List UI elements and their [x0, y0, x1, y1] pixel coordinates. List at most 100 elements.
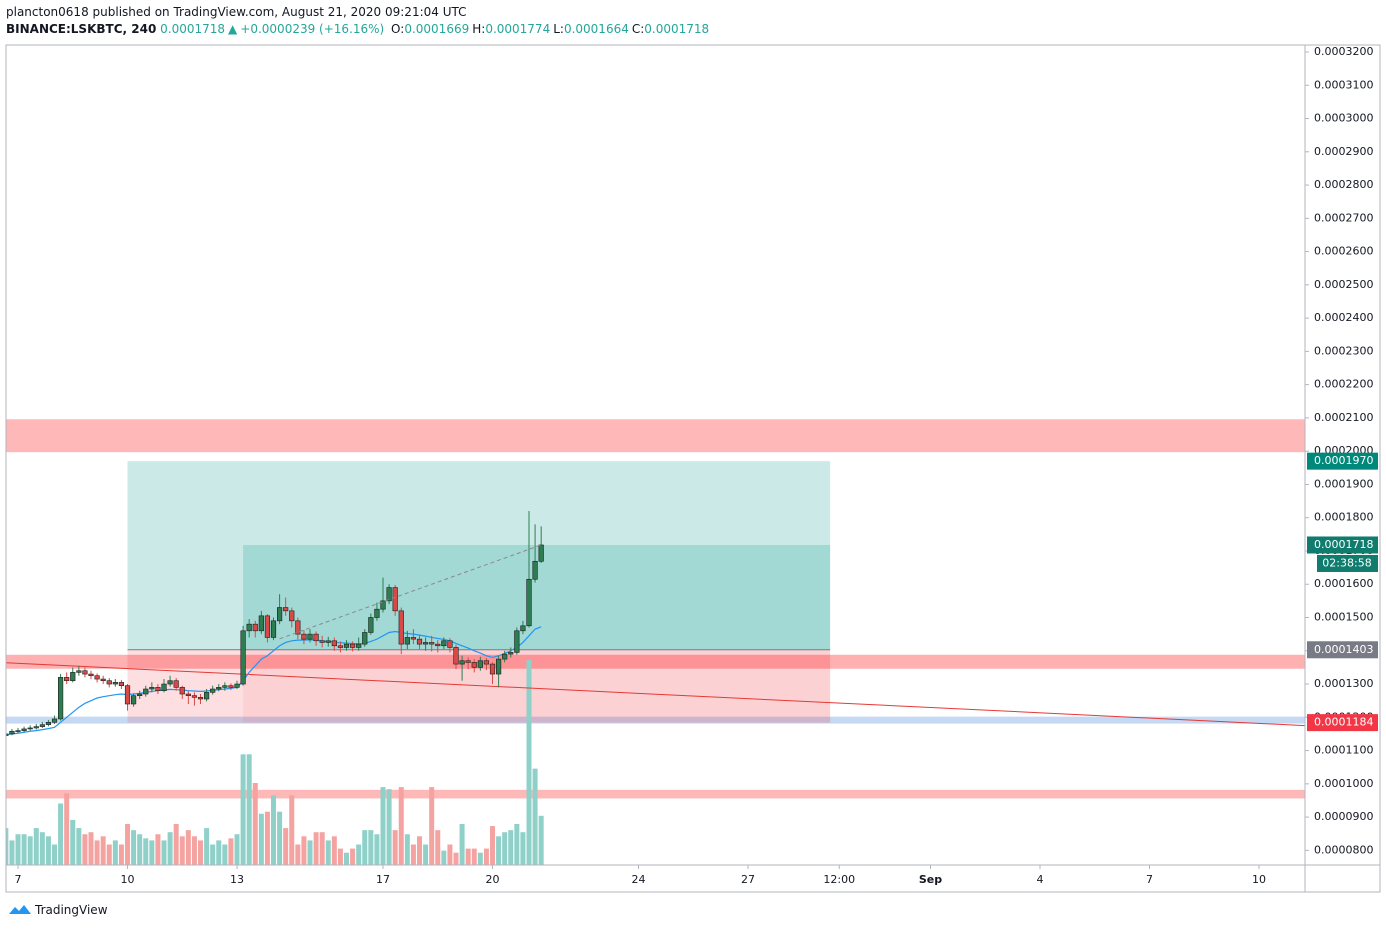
arrow: ▲	[228, 22, 238, 36]
candle-body	[228, 685, 234, 688]
volume-bar	[526, 660, 532, 865]
volume-bar	[453, 852, 459, 865]
candle-body	[258, 615, 264, 632]
candle-body	[289, 610, 295, 622]
volume-bar	[21, 834, 27, 865]
zone	[6, 716, 1305, 724]
y-tick-label: 0.0000800	[1314, 843, 1374, 856]
candle-body	[203, 692, 210, 700]
candle-body	[495, 658, 502, 675]
candle-body	[356, 643, 362, 648]
ohlc-key: L:	[553, 22, 564, 36]
candle-body	[191, 695, 198, 698]
ohlc-value: 0.0001718	[644, 22, 710, 36]
y-tick-label: 0.0002300	[1314, 344, 1374, 357]
x-tick-label: 4	[1036, 873, 1043, 886]
volume-bar	[258, 813, 264, 865]
candle-body	[416, 638, 423, 645]
y-tick-label: 0.0001300	[1314, 677, 1374, 690]
ohlc-key: C:	[631, 22, 645, 36]
candle-body	[301, 633, 307, 640]
candle-body	[483, 660, 490, 665]
volume-bar	[58, 803, 64, 865]
ohlc: O:0.0001669 H:0.0001774 L:0.0001664 C:0.000…	[391, 22, 712, 36]
volume-bar	[82, 834, 88, 865]
y-tick-label: 0.0003200	[1314, 45, 1374, 58]
candle-body	[538, 544, 544, 562]
candle-body	[380, 600, 386, 610]
volume-bar	[106, 844, 112, 865]
y-tick-label: 0.0001000	[1314, 777, 1374, 790]
countdown: 02:38:58	[1322, 556, 1371, 569]
candle-body	[21, 728, 27, 731]
candle-body	[246, 623, 252, 632]
x-tick-label: 7	[1146, 873, 1153, 886]
candle-body	[532, 560, 538, 580]
candle-body	[216, 687, 222, 690]
loss-filled	[243, 649, 831, 723]
candle-body	[252, 623, 258, 632]
price-label: 0.0001970	[1314, 454, 1374, 467]
volume-bar	[404, 834, 410, 865]
candle-body	[465, 660, 471, 663]
candle-body	[410, 637, 417, 640]
volume-bar	[283, 828, 289, 865]
volume-bar	[410, 844, 416, 865]
y-tick-label: 0.0002200	[1314, 378, 1374, 391]
candle-body	[70, 672, 76, 682]
frame	[5, 44, 1381, 893]
candle-body	[161, 683, 167, 691]
volume-bar	[149, 840, 155, 865]
volume-bar	[234, 834, 240, 865]
candle-body	[264, 615, 271, 638]
volume-bar	[295, 844, 301, 865]
volume-bar	[301, 836, 307, 865]
volume-bar	[125, 824, 131, 865]
candle-body	[374, 608, 380, 618]
y-tick-label: 0.0003100	[1314, 78, 1374, 91]
volume-bar	[191, 836, 197, 865]
candle-body	[526, 578, 532, 627]
volume-bar	[277, 811, 283, 865]
candle-body	[398, 610, 404, 645]
x-tick-label: 20	[486, 873, 500, 886]
volume-bar	[222, 844, 228, 865]
candle-body	[106, 680, 112, 685]
volume-bar	[471, 848, 477, 865]
candle-body	[27, 727, 33, 730]
ohlc-value: 0.0001664	[563, 22, 629, 36]
y-tick-label: 0.0001800	[1314, 511, 1374, 524]
volume-bar	[368, 830, 374, 865]
candle-body	[270, 620, 277, 638]
volume-bar	[167, 832, 173, 865]
zone	[6, 654, 1305, 669]
volume-bar	[313, 832, 319, 865]
volume-bar	[271, 795, 277, 865]
change: +0.0000239 (+16.16%)	[240, 22, 385, 36]
candle-body	[15, 730, 21, 732]
candle-body	[307, 633, 313, 640]
volume-bar	[325, 840, 331, 865]
candle-body	[45, 721, 52, 725]
countdown-bg	[1317, 554, 1378, 572]
volume-bar	[386, 789, 392, 865]
ohlc-key: H:	[472, 22, 486, 36]
brand: TradingView	[35, 903, 108, 917]
zone	[6, 789, 1305, 799]
candle-body	[508, 652, 514, 655]
volume-bar	[137, 834, 143, 865]
volume-bar	[94, 840, 100, 865]
x-tick-label: Sep	[919, 873, 942, 886]
candle-body	[404, 637, 410, 645]
y-tick-label: 0.0001900	[1314, 477, 1374, 490]
candle-body	[502, 653, 508, 660]
header: plancton0618 published on TradingView.co…	[6, 4, 715, 38]
volume-bar	[155, 834, 161, 865]
volume-bar	[459, 824, 465, 865]
volume-bar	[307, 840, 313, 865]
ohlc-value: 0.0001669	[404, 22, 470, 36]
volume-bar	[520, 832, 526, 865]
dashed-line	[279, 544, 542, 640]
volume-bar	[33, 828, 39, 865]
candle-body	[295, 620, 301, 635]
